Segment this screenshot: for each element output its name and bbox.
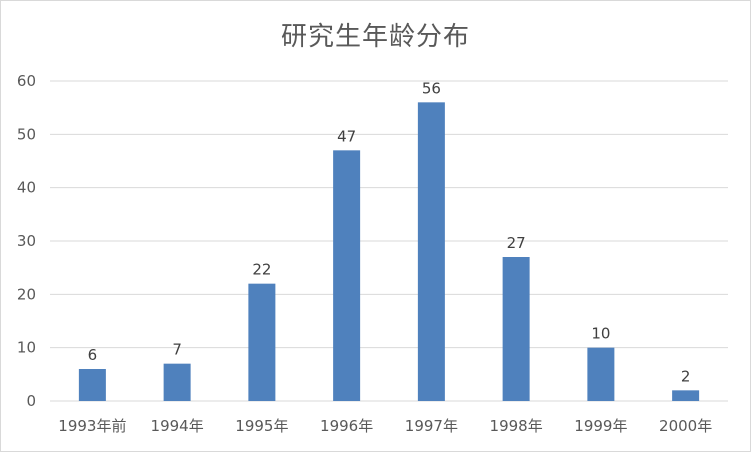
data-label: 47 (337, 127, 356, 145)
data-label: 27 (507, 234, 526, 252)
x-tick-label: 1998年 (490, 417, 543, 435)
bar (672, 390, 700, 401)
y-tick-label: 50 (17, 125, 36, 143)
chart-title: 研究生年龄分布 (280, 22, 470, 52)
x-tick-label: 1996年 (320, 417, 373, 435)
grid-layer (50, 80, 728, 402)
x-tick-label: 1995年 (235, 417, 288, 435)
data-label: 7 (172, 341, 182, 359)
y-tick-label: 30 (17, 232, 36, 250)
data-label: 22 (252, 261, 271, 279)
bar (248, 283, 276, 401)
bar (587, 347, 615, 401)
label-layer: 0 10 20 30 40 50 60 6 1993年前 7 1994年 22 1995年 47 1996年… (17, 72, 712, 435)
data-label: 56 (422, 79, 441, 97)
x-tick-label: 1993年前 (58, 417, 126, 435)
bar-layer (78, 102, 700, 401)
y-tick-label: 10 (17, 339, 36, 357)
bar (78, 369, 106, 401)
x-tick-label: 1994年 (151, 417, 204, 435)
bar (333, 150, 361, 401)
x-tick-label: 2000年 (659, 417, 712, 435)
y-tick-label: 20 (17, 285, 36, 303)
bar (502, 257, 530, 401)
data-label: 6 (88, 346, 98, 364)
bar (163, 363, 191, 401)
y-tick-label: 40 (17, 179, 36, 197)
bar (417, 102, 445, 401)
y-tick-label: 60 (17, 72, 36, 90)
y-tick-label: 0 (26, 392, 36, 410)
data-label: 2 (681, 367, 691, 385)
x-tick-label: 1999年 (574, 417, 627, 435)
x-tick-label: 1997年 (405, 417, 458, 435)
data-label: 10 (591, 325, 610, 343)
